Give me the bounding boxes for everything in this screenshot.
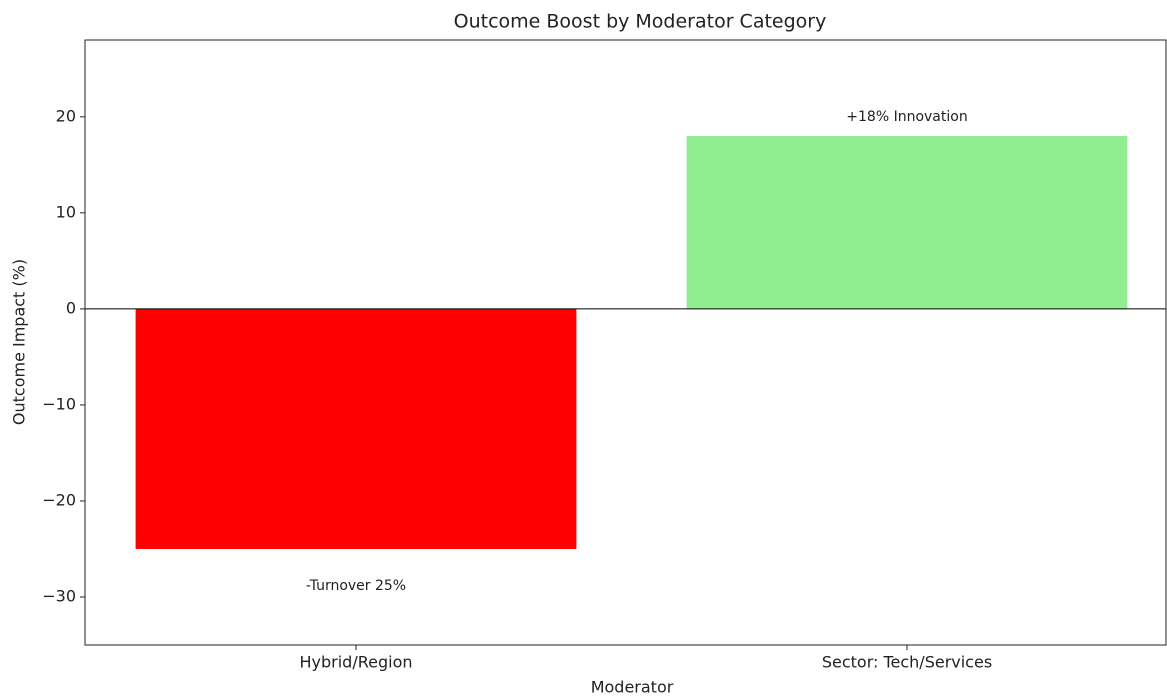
y-tick-label: −30	[42, 586, 76, 605]
data-label: -Turnover 25%	[306, 578, 406, 594]
x-tick-label: Hybrid/Region	[300, 653, 413, 672]
plot-frame	[84, 39, 1167, 646]
bar	[686, 136, 1128, 309]
data-label: +18% Innovation	[846, 109, 967, 125]
x-axis-label: Moderator	[591, 678, 674, 697]
y-tick-label: 20	[56, 106, 76, 125]
y-tick-label: −20	[42, 490, 76, 509]
y-tick-label: 0	[66, 298, 76, 317]
y-axis-label: Outcome Impact (%)	[10, 259, 29, 425]
chart-title: Outcome Boost by Moderator Category	[454, 11, 827, 33]
x-tick-label: Sector: Tech/Services	[822, 653, 992, 672]
y-tick-label: −10	[42, 394, 76, 413]
y-tick-label: 10	[56, 202, 76, 221]
bar	[135, 308, 577, 549]
